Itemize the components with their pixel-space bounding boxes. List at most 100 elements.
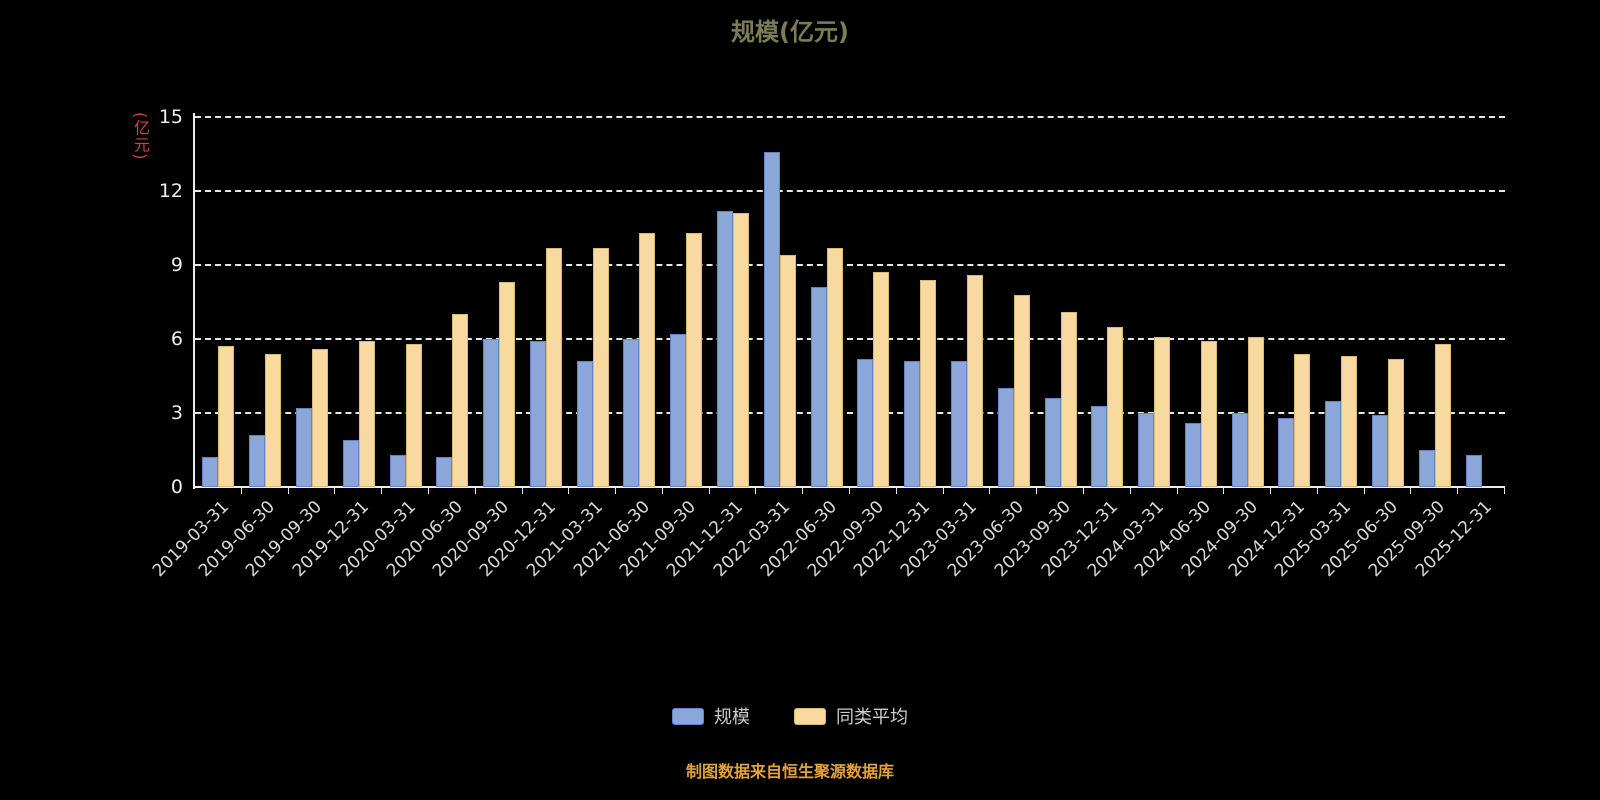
bar-scale[interactable] [950, 361, 967, 487]
bar-group [523, 117, 570, 487]
legend: 规模 同类平均 [0, 703, 1580, 729]
bar-scale[interactable] [202, 457, 219, 487]
bar-scale[interactable] [342, 440, 359, 487]
bar-group [1271, 117, 1318, 487]
gridline [195, 338, 1505, 340]
bar-scale[interactable] [1418, 450, 1435, 487]
bar-scale[interactable] [623, 339, 640, 487]
x-tick [1129, 487, 1131, 494]
bar-group [335, 117, 382, 487]
x-tick [474, 487, 476, 494]
bar-scale[interactable] [1465, 454, 1482, 487]
bar-peer-average[interactable] [733, 213, 750, 487]
bar-peer-average[interactable] [218, 346, 235, 487]
bar-group [1318, 117, 1365, 487]
bar-scale[interactable] [717, 210, 734, 487]
gridline [195, 190, 1505, 192]
y-tick-label: 0 [170, 476, 183, 498]
bar-scale[interactable] [810, 287, 827, 487]
bar-peer-average[interactable] [1294, 353, 1311, 487]
bar-group [476, 117, 523, 487]
x-tick [334, 487, 336, 494]
bar-peer-average[interactable] [686, 232, 703, 487]
data-source-note: 制图数据来自恒生聚源数据库 [685, 762, 894, 781]
x-axis-line [195, 486, 1505, 488]
bar-peer-average[interactable] [1107, 326, 1124, 487]
bar-peer-average[interactable] [452, 314, 469, 487]
bar-peer-average[interactable] [1200, 341, 1217, 487]
bar-peer-average[interactable] [1247, 336, 1264, 487]
x-tick [1363, 487, 1365, 494]
bar-group [1131, 117, 1178, 487]
x-tick [1316, 487, 1318, 494]
bar-scale[interactable] [389, 454, 406, 487]
bar-scale[interactable] [1184, 422, 1201, 487]
bar-peer-average[interactable] [920, 279, 937, 487]
bar-scale[interactable] [1231, 413, 1248, 487]
bar-peer-average[interactable] [358, 341, 375, 487]
legend-label: 同类平均 [836, 707, 908, 728]
bar-peer-average[interactable] [545, 247, 562, 487]
bar-scale[interactable] [1044, 398, 1061, 487]
x-tick [427, 487, 429, 494]
bar-peer-average[interactable] [265, 353, 282, 487]
bar-scale[interactable] [670, 334, 687, 487]
bar-peer-average[interactable] [499, 282, 516, 487]
bar-peer-average[interactable] [779, 255, 796, 487]
bar-scale[interactable] [295, 408, 312, 487]
bar-peer-average[interactable] [311, 348, 328, 487]
legend-item-peer-average[interactable]: 同类平均 [794, 703, 908, 729]
x-tick [942, 487, 944, 494]
bar-scale[interactable] [249, 435, 266, 487]
bar-scale[interactable] [1091, 405, 1108, 487]
bar-peer-average[interactable] [639, 232, 656, 487]
y-axis-unit-label: (亿元) [131, 112, 150, 161]
legend-item-scale[interactable]: 规模 [672, 703, 750, 729]
bar-peer-average[interactable] [1388, 358, 1405, 487]
bar-scale[interactable] [483, 339, 500, 487]
bar-scale[interactable] [997, 388, 1014, 487]
y-tick-label: 6 [170, 328, 183, 350]
bar-scale[interactable] [1138, 413, 1155, 487]
bar-peer-average[interactable] [592, 247, 609, 487]
x-tick [1504, 487, 1505, 494]
bar-peer-average[interactable] [873, 272, 890, 487]
bar-group [990, 117, 1037, 487]
bar-group [569, 117, 616, 487]
bar-group [663, 117, 710, 487]
bar-peer-average[interactable] [826, 247, 843, 487]
gridline [195, 264, 1505, 266]
legend-label: 规模 [714, 707, 750, 728]
bar-peer-average[interactable] [966, 274, 983, 487]
bar-scale[interactable] [904, 361, 921, 487]
bar-scale[interactable] [436, 457, 453, 487]
bar-peer-average[interactable] [1060, 311, 1077, 487]
bar-group [429, 117, 476, 487]
x-tick [895, 487, 897, 494]
bar-group [195, 117, 242, 487]
bar-group [616, 117, 663, 487]
bar-peer-average[interactable] [1434, 343, 1451, 487]
x-tick [1082, 487, 1084, 494]
y-axis-line [193, 113, 195, 489]
bar-peer-average[interactable] [405, 343, 422, 487]
bar-peer-average[interactable] [1341, 356, 1358, 487]
bar-group [756, 117, 803, 487]
bar-scale[interactable] [763, 151, 780, 487]
bar-scale[interactable] [529, 341, 546, 487]
bar-scale[interactable] [857, 358, 874, 487]
x-tick [661, 487, 663, 494]
bar-scale[interactable] [1278, 417, 1295, 487]
bar-group [1084, 117, 1131, 487]
bar-scale[interactable] [1372, 415, 1389, 487]
bar-scale[interactable] [576, 361, 593, 487]
bar-scale[interactable] [1325, 400, 1342, 487]
bar-group [1365, 117, 1412, 487]
y-tick-label: 12 [158, 180, 183, 202]
x-tick [1036, 487, 1038, 494]
y-tick-label: 15 [158, 106, 183, 128]
x-tick [802, 487, 804, 494]
bar-peer-average[interactable] [1013, 294, 1030, 487]
bar-peer-average[interactable] [1154, 336, 1171, 487]
